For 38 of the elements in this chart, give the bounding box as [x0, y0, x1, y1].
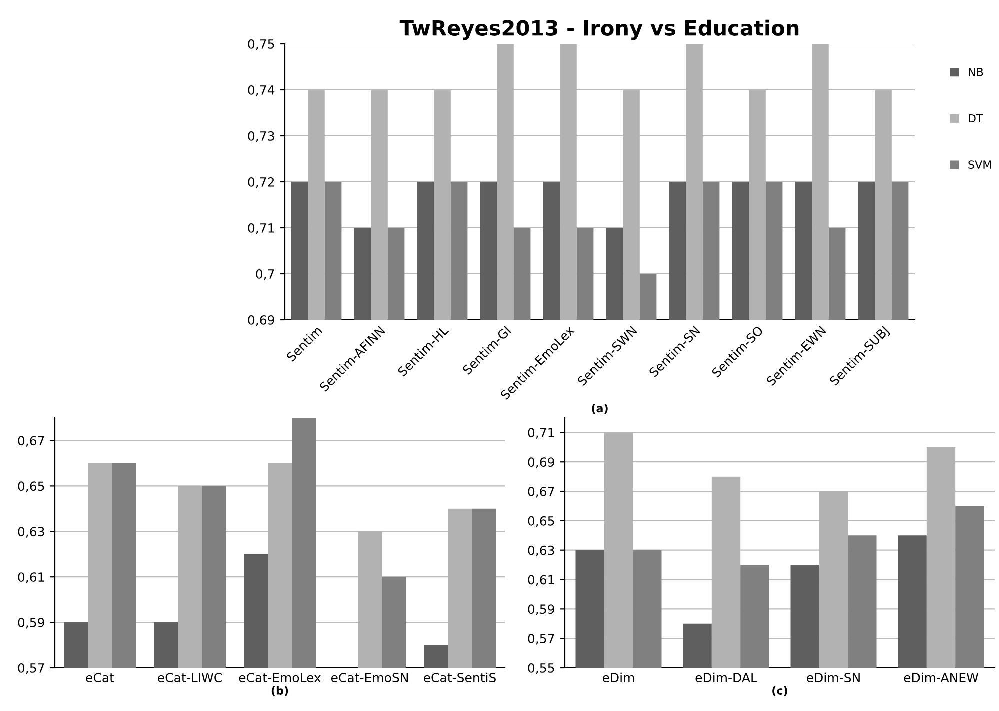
x-tick-label: eCat-LIWC	[158, 673, 222, 683]
x-tick-label: eDim	[602, 672, 634, 683]
x-tick-label: eDim-SN	[807, 672, 860, 683]
y-tick-label: 0,59	[528, 604, 554, 616]
y-tick-label: 0,74	[248, 85, 275, 96]
legend-label: NB	[969, 68, 984, 76]
y-tick-label: 0,61	[18, 572, 44, 584]
y-tick-label: 0,72	[248, 177, 274, 188]
y-tick-label: 0,61	[528, 575, 554, 586]
x-tick-label: eCat-EmoSN	[331, 673, 408, 683]
y-tick-label: 0,69	[248, 315, 274, 326]
y-tick-label: 0,75	[248, 39, 274, 50]
y-tick-label: 0,71	[528, 428, 554, 439]
legend-label: SVM	[968, 160, 992, 170]
y-tick-label: 0,71	[248, 223, 274, 234]
y-tick-label: 0,63	[18, 527, 44, 538]
x-tick-label: eDim-ANEW	[904, 672, 979, 683]
y-tick-label: 0,7	[256, 269, 274, 280]
y-tick-label: 0,67	[18, 436, 44, 447]
y-tick-label: 0,69	[528, 458, 554, 468]
y-tick-label: 0,57	[528, 634, 554, 645]
legend-label: DT	[969, 114, 984, 123]
y-tick-label: 0,55	[528, 663, 554, 674]
x-axis-title: (a)	[592, 404, 608, 414]
x-tick-label: eCat-SentiS	[424, 672, 496, 683]
y-tick-label: 0,59	[18, 618, 44, 629]
x-tick-label: eDim-DAL	[696, 672, 758, 683]
y-tick-label: 0,57	[18, 663, 44, 674]
x-axis-title: (b)	[272, 686, 288, 696]
x-tick-label: eCat-EmoLex	[239, 673, 321, 683]
chart-title: TwReyes2013 - Irony vs Education	[400, 20, 799, 40]
y-tick-label: 0,65	[528, 516, 554, 528]
x-axis-title: (c)	[772, 686, 788, 696]
x-tick-label: eCat	[86, 673, 114, 683]
y-tick-label: 0,63	[528, 546, 554, 557]
y-tick-label: 0,73	[248, 131, 274, 142]
y-tick-label: 0,65	[18, 482, 44, 492]
y-tick-label: 0,67	[528, 487, 554, 498]
